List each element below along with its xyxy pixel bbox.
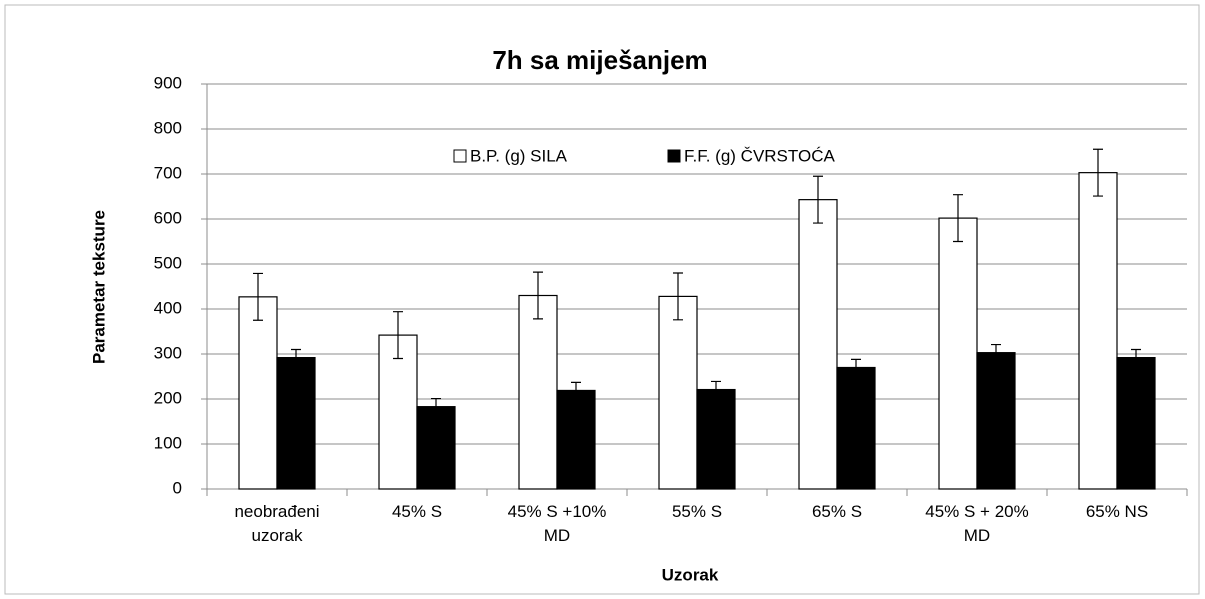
error-bar (253, 272, 263, 321)
bar (836, 366, 876, 490)
legend-label: F.F. (g) ČVRSTOĆA (684, 146, 835, 165)
error-bar (673, 272, 683, 321)
error-bar (1093, 148, 1103, 197)
error-bar (393, 311, 403, 360)
error-bar (991, 343, 1001, 362)
bar (1078, 172, 1118, 490)
y-tick-label: 700 (154, 163, 182, 182)
y-tick-label: 300 (154, 343, 182, 362)
x-tick-label: 65% NS (1085, 502, 1149, 521)
bar (658, 295, 698, 490)
error-bar (711, 380, 721, 399)
y-tick-label: 400 (154, 298, 182, 317)
error-bar (291, 348, 301, 367)
x-tick-label: 45% S +10% MD (507, 502, 607, 545)
bar (798, 199, 838, 490)
bar (518, 294, 558, 490)
error-bar (851, 358, 861, 377)
legend-label: B.P. (g) SILA (470, 146, 568, 165)
y-tick-label: 0 (173, 478, 182, 497)
x-tick-label: 45% S (391, 502, 443, 521)
chart-title: 7h sa miješanjem (492, 45, 707, 75)
x-tick-label: 45% S + 20% MD (925, 502, 1029, 545)
x-tick-label: neobrađeni uzorak (234, 502, 320, 545)
bar (556, 389, 596, 490)
y-tick-label: 800 (154, 118, 182, 137)
error-bar (533, 271, 543, 320)
x-axis-title: Uzorak (662, 565, 719, 584)
y-tick-label: 200 (154, 388, 182, 407)
bar (938, 217, 978, 490)
y-tick-label: 900 (154, 73, 182, 92)
legend-swatch (453, 149, 467, 163)
bar (238, 296, 278, 490)
y-axis-title: Parametar teksture (89, 210, 108, 364)
error-bar (431, 397, 441, 416)
y-tick-label: 500 (154, 253, 182, 272)
y-tick-label: 600 (154, 208, 182, 227)
bar (976, 352, 1016, 490)
error-bar (1131, 348, 1141, 367)
legend-swatch (667, 149, 681, 163)
bar (416, 406, 456, 490)
error-bar (571, 381, 581, 400)
error-bar (953, 194, 963, 243)
bar (276, 357, 316, 490)
bar (696, 388, 736, 490)
bar (1116, 357, 1156, 490)
chart-border (4, 4, 1200, 595)
x-tick-label: 55% S (671, 502, 723, 521)
y-tick-label: 100 (154, 433, 182, 452)
error-bar (813, 175, 823, 224)
x-tick-label: 65% S (811, 502, 863, 521)
